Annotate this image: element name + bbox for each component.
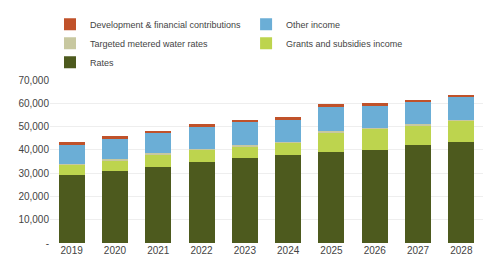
svg-text:Rates: Rates bbox=[90, 58, 114, 68]
svg-text:2024: 2024 bbox=[277, 245, 300, 256]
svg-text:2021: 2021 bbox=[147, 245, 170, 256]
svg-text:50,000: 50,000 bbox=[18, 121, 49, 132]
svg-text:2025: 2025 bbox=[320, 245, 343, 256]
svg-text:2027: 2027 bbox=[407, 245, 430, 256]
svg-text:-: - bbox=[46, 238, 49, 249]
svg-text:40,000: 40,000 bbox=[18, 144, 49, 155]
svg-text:Targeted metered water rates: Targeted metered water rates bbox=[90, 39, 208, 49]
svg-text:10,000: 10,000 bbox=[18, 214, 49, 225]
svg-text:2019: 2019 bbox=[61, 245, 84, 256]
svg-text:Other income: Other income bbox=[286, 20, 340, 30]
svg-text:60,000: 60,000 bbox=[18, 98, 49, 109]
svg-text:Grants and subsidies income: Grants and subsidies income bbox=[286, 39, 402, 49]
svg-text:2023: 2023 bbox=[234, 245, 257, 256]
svg-text:2026: 2026 bbox=[364, 245, 387, 256]
svg-text:2028: 2028 bbox=[450, 245, 473, 256]
svg-text:Development & financial contri: Development & financial contributions bbox=[90, 20, 241, 30]
svg-text:30,000: 30,000 bbox=[18, 168, 49, 179]
svg-text:70,000: 70,000 bbox=[18, 75, 49, 86]
svg-text:2020: 2020 bbox=[104, 245, 127, 256]
svg-text:20,000: 20,000 bbox=[18, 191, 49, 202]
svg-text:2022: 2022 bbox=[190, 245, 213, 256]
